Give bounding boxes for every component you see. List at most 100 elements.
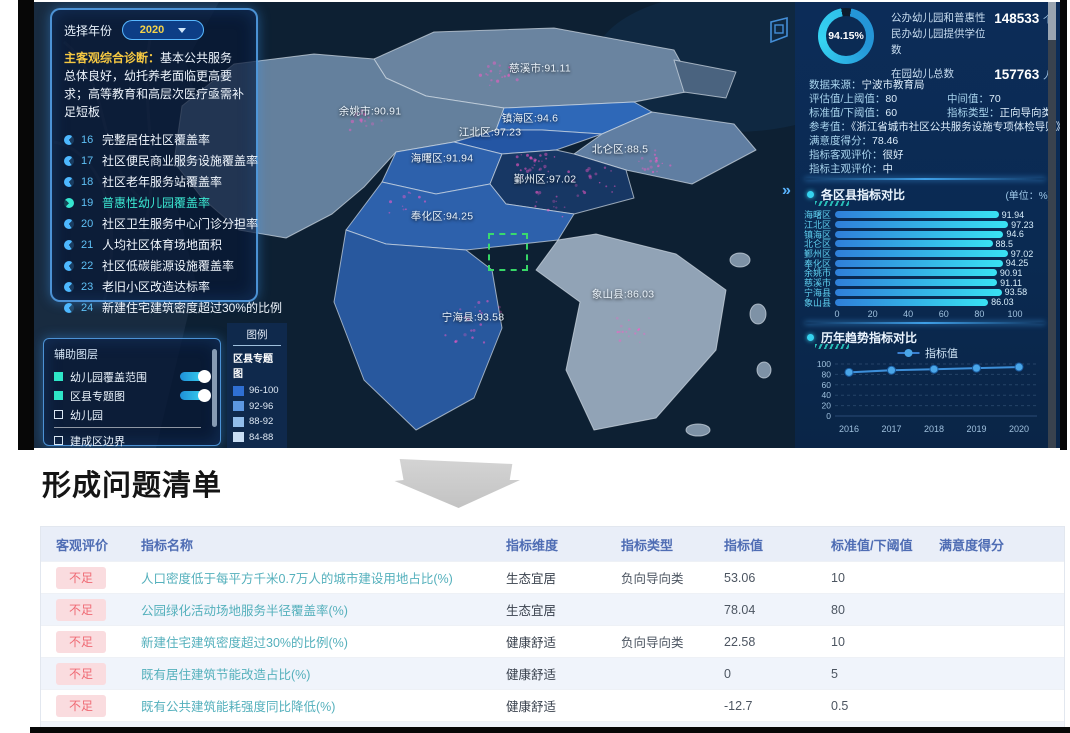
indicator-number: 22	[81, 259, 94, 272]
threshold-cell: 80	[831, 602, 845, 617]
column-header: 指标名称	[141, 537, 194, 553]
legend-range: 80-84	[249, 447, 273, 448]
indicator-name-link[interactable]: 既有居住建筑节能改造占比(%)	[141, 668, 311, 682]
table-row: 不足 既有公共建筑能耗强度同比降低(%) 健康舒适 -12.7 0.5	[41, 689, 1064, 721]
bar-category-label: 北仑区	[803, 239, 831, 250]
indicator-name-link[interactable]: 公园绿化活动场地服务半径覆盖率(%)	[141, 604, 348, 618]
bullet-dot-icon	[807, 334, 814, 341]
layer-item[interactable]: 幼儿园覆盖范围	[54, 367, 211, 386]
bar-value-label: 88.5	[995, 238, 1014, 249]
info-value: 宁波市教育局	[861, 79, 925, 91]
chevron-down-icon	[178, 27, 187, 33]
indicator-item[interactable]: 18 社区老年服务站覆盖率	[64, 171, 244, 192]
checkbox-icon[interactable]	[54, 410, 63, 419]
pie-icon	[64, 197, 74, 208]
bar-section-header: 各区县指标对比 (单位：%)	[807, 186, 1051, 203]
indicator-item[interactable]: 20 社区卫生服务中心门诊分担率	[64, 213, 258, 234]
legend-range: 92-96	[249, 400, 274, 412]
indicator-item[interactable]: 17 社区便民商业服务设施覆盖率	[64, 150, 258, 171]
bar-chart-title: 各区县指标对比	[821, 188, 906, 202]
checkbox-icon[interactable]	[54, 436, 63, 445]
layer-toggle[interactable]	[180, 370, 211, 383]
checkbox-icon[interactable]	[54, 391, 63, 400]
layers-scrollbar[interactable]	[212, 349, 217, 427]
checkbox-icon[interactable]	[54, 372, 63, 381]
table-row: 不足 新建住宅建筑密度超过30%的比例(%) 健康舒适 负向导向类 22.58 10	[41, 625, 1064, 657]
indicator-number: 18	[81, 175, 94, 188]
bar-row: 江北区 97.23	[797, 220, 1049, 231]
indicator-list: 16 完整居住社区覆盖率 17 社区便民商业服务设施覆盖率 18 社区老年服务站覆盖率 19…	[64, 129, 282, 318]
bar-row: 镇海区 94.6	[797, 229, 1049, 240]
bar-category-label: 宁海县	[803, 287, 831, 298]
indicator-item[interactable]: 19 普惠性幼儿园覆盖率	[64, 192, 244, 213]
svg-text:0: 0	[826, 411, 831, 421]
bar-value-label: 86.03	[991, 297, 1014, 308]
bar-row: 海曙区 91.94	[797, 210, 1049, 221]
layer-label: 区县专题图	[70, 390, 125, 403]
bar	[835, 279, 998, 287]
indicator-name-link[interactable]: 既有公共建筑能耗强度同比降低(%)	[141, 700, 336, 714]
stat-label: 在园幼儿总数	[891, 68, 954, 81]
map-region-label: 象山县:86.03	[591, 288, 655, 301]
axis-tick-label: 40	[903, 309, 914, 319]
info-pair: 中间值：70	[947, 91, 1001, 105]
layer-item[interactable]: 幼儿园	[54, 405, 210, 424]
decoration	[815, 201, 849, 206]
legend-range: 88-92	[249, 416, 274, 428]
info-row: 指标客观评价：很好	[809, 147, 1055, 161]
bar-value-label: 94.25	[1005, 258, 1029, 269]
legend-swatch	[233, 401, 244, 412]
bar-value-label: 94.6	[1006, 229, 1024, 240]
legend-swatch	[233, 385, 244, 396]
indicator-number: 16	[81, 133, 94, 146]
map-3d-toggle-icon[interactable]	[763, 16, 791, 48]
indicator-item[interactable]: 22 社区低碳能源设施覆盖率	[64, 255, 244, 276]
pie-icon	[64, 302, 74, 313]
pie-icon	[64, 218, 74, 229]
info-value: 中	[882, 163, 894, 175]
status-badge: 不足	[56, 630, 107, 653]
panel-expand-icon[interactable]: »	[782, 182, 791, 199]
indicator-item[interactable]: 23 老旧小区改造达标率	[64, 276, 244, 297]
layer-item[interactable]: 区县专题图	[54, 386, 211, 405]
year-select-label: 选择年份	[64, 23, 113, 38]
threshold-cell: 0.5	[831, 698, 849, 713]
layer-toggle[interactable]	[180, 389, 211, 402]
threshold-cell: 5	[831, 666, 838, 681]
map-selection-box	[488, 233, 528, 271]
bar-category-label: 奉化区	[803, 258, 831, 269]
indicator-label: 新建住宅建筑密度超过30%的比例	[102, 301, 283, 315]
svg-text:60: 60	[822, 380, 832, 390]
indicator-name-link[interactable]: 新建住宅建筑密度超过30%的比例(%)	[141, 636, 348, 650]
bullet-dot-icon	[807, 191, 814, 198]
axis-tick-label: 0	[834, 309, 840, 319]
map-region-label: 奉化区:94.25	[410, 210, 474, 223]
column-header: 满意度得分	[939, 537, 1005, 553]
toggle-knob	[198, 389, 211, 402]
frame-strip	[1060, 0, 1067, 450]
problem-table: 客观评价 指标名称 指标维度 指标类型 指标值 标准值/下阈值 满意度得分 不足 人口密度低于…	[40, 526, 1065, 733]
svg-text:80: 80	[822, 369, 832, 379]
bar-value-label: 91.11	[1000, 277, 1023, 288]
indicator-panel: 选择年份 2020 主客观综合诊断：基本公共服务总体良好，幼托养老面临更高要求；…	[50, 8, 282, 315]
year-dropdown[interactable]: 2020	[122, 20, 205, 40]
legend-title: 图例	[233, 327, 281, 346]
dimension-cell: 生态宜居	[506, 572, 557, 586]
map-region-label: 鄞州区:97.02	[513, 173, 577, 186]
svg-text:2016: 2016	[839, 424, 859, 434]
panel-scrollbar[interactable]	[1048, 2, 1056, 448]
bar-row: 鄞州区 97.02	[797, 249, 1049, 260]
indicator-item[interactable]: 16 完整居住社区覆盖率	[64, 129, 244, 150]
bar	[835, 230, 1004, 238]
info-row: 参考值：《浙江省城市社区公共服务设施专项体检导则》	[809, 119, 1060, 133]
layer-item[interactable]: 建成区边界	[54, 431, 210, 448]
scrollbar-thumb[interactable]	[1048, 2, 1056, 40]
divider	[54, 427, 201, 428]
bar	[835, 259, 1003, 267]
indicator-item[interactable]: 24 新建住宅建筑密度超过30%的比例	[64, 297, 282, 318]
indicator-item[interactable]: 21 人均社区体育场地面积	[64, 234, 244, 255]
layers-panel-title: 辅助图层	[54, 349, 98, 361]
column-header: 标准值/下阈值	[831, 537, 913, 553]
line-legend-marker-icon	[897, 349, 919, 357]
indicator-name-link[interactable]: 人口密度低于每平方千米0.7万人的城市建设用地占比(%)	[141, 572, 453, 586]
